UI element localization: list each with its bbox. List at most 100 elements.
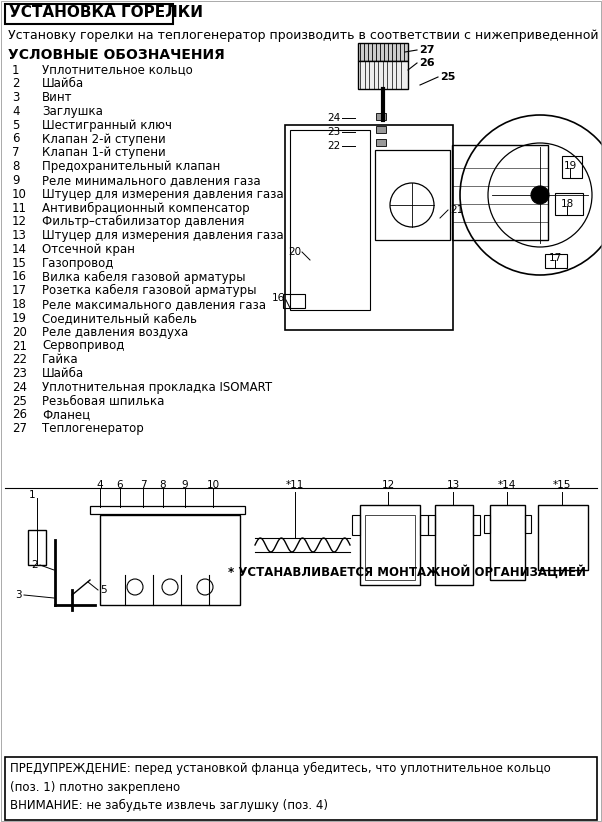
Circle shape — [531, 186, 549, 204]
Bar — [428, 515, 435, 535]
Text: 6: 6 — [117, 480, 123, 490]
Text: Отсечной кран: Отсечной кран — [42, 242, 135, 256]
Text: 23: 23 — [327, 127, 340, 137]
Text: Предохранительный клапан: Предохранительный клапан — [42, 160, 220, 173]
Text: Штуцер для измерения давления газа: Штуцер для измерения давления газа — [42, 229, 284, 242]
Text: 19: 19 — [12, 312, 27, 325]
Bar — [358, 43, 408, 61]
Bar — [376, 126, 386, 133]
Text: 8: 8 — [12, 160, 19, 173]
Text: 18: 18 — [560, 199, 574, 209]
Bar — [525, 515, 531, 533]
Text: 18: 18 — [12, 298, 27, 311]
Text: 25: 25 — [12, 395, 27, 408]
Text: 7: 7 — [140, 480, 146, 490]
Bar — [420, 515, 428, 535]
Text: Заглушка: Заглушка — [42, 105, 103, 118]
Text: 1: 1 — [29, 490, 36, 500]
Text: 4: 4 — [12, 105, 19, 118]
Text: 12: 12 — [12, 215, 27, 229]
Text: 2: 2 — [31, 560, 38, 570]
Text: 6: 6 — [12, 132, 19, 145]
Text: Реле давления воздуха: Реле давления воздуха — [42, 326, 188, 339]
Text: *11: *11 — [286, 480, 304, 490]
Text: Газопровод: Газопровод — [42, 256, 114, 270]
Text: Уплотнительная прокладка ISOMART: Уплотнительная прокладка ISOMART — [42, 381, 272, 394]
Text: 27: 27 — [419, 45, 435, 55]
Text: 14: 14 — [12, 242, 27, 256]
Text: 10: 10 — [12, 187, 27, 201]
Text: УСЛОВНЫЕ ОБОЗНАЧЕНИЯ: УСЛОВНЫЕ ОБОЗНАЧЕНИЯ — [8, 48, 225, 62]
Text: Антивибрационный компенсатор: Антивибрационный компенсатор — [42, 201, 250, 215]
Bar — [545, 254, 567, 268]
Text: 20: 20 — [288, 247, 301, 257]
Text: 22: 22 — [12, 353, 27, 367]
Bar — [376, 113, 386, 120]
Text: 5: 5 — [12, 118, 19, 132]
Text: 13: 13 — [446, 480, 459, 490]
Text: 23: 23 — [12, 367, 27, 380]
Text: Вилка кабеля газовой арматуры: Вилка кабеля газовой арматуры — [42, 270, 246, 284]
Text: 16: 16 — [12, 270, 27, 284]
Text: Резьбовая шпилька: Резьбовая шпилька — [42, 395, 164, 408]
Bar — [5, 757, 597, 820]
Text: 17: 17 — [12, 284, 27, 298]
Text: 21: 21 — [12, 339, 27, 353]
Text: ПРЕДУПРЕЖДЕНИЕ: перед установкой фланца убедитесь, что уплотнительное кольцо
(по: ПРЕДУПРЕЖДЕНИЕ: перед установкой фланца … — [10, 762, 551, 812]
Text: 9: 9 — [182, 480, 188, 490]
Text: 7: 7 — [12, 146, 19, 159]
Text: 5: 5 — [100, 585, 107, 595]
Bar — [28, 530, 46, 565]
Text: 11: 11 — [12, 201, 27, 215]
Text: 16: 16 — [272, 293, 285, 303]
Bar — [90, 506, 245, 514]
Text: 3: 3 — [12, 91, 19, 104]
Text: 20: 20 — [12, 326, 27, 339]
Text: 13: 13 — [12, 229, 27, 242]
Text: Уплотнительное кольцо: Уплотнительное кольцо — [42, 63, 193, 76]
Bar — [352, 515, 360, 535]
Text: 17: 17 — [548, 253, 562, 263]
Text: 3: 3 — [16, 590, 22, 600]
Bar — [555, 193, 583, 215]
Text: 25: 25 — [440, 72, 455, 82]
Text: Шестигранный ключ: Шестигранный ключ — [42, 118, 172, 132]
Bar — [285, 125, 453, 330]
Text: Реле минимального давления газа: Реле минимального давления газа — [42, 174, 261, 187]
Text: Клапан 1-й ступени: Клапан 1-й ступени — [42, 146, 166, 159]
Bar — [538, 505, 588, 570]
Text: Розетка кабеля газовой арматуры: Розетка кабеля газовой арматуры — [42, 284, 256, 298]
Text: Шайба: Шайба — [42, 77, 84, 90]
Text: 15: 15 — [12, 256, 27, 270]
Text: Сервопривод: Сервопривод — [42, 339, 125, 353]
Text: 8: 8 — [160, 480, 166, 490]
Text: * УСТАНАВЛИВАЕТСЯ МОНТАЖНОЙ ОРГАНИЗАЦИЕЙ: * УСТАНАВЛИВАЕТСЯ МОНТАЖНОЙ ОРГАНИЗАЦИЕЙ — [228, 566, 586, 579]
Text: 2: 2 — [12, 77, 19, 90]
Bar — [283, 294, 305, 308]
Text: Фланец: Фланец — [42, 409, 90, 422]
Text: 21: 21 — [450, 205, 464, 215]
Bar — [100, 515, 240, 605]
Text: Соединительный кабель: Соединительный кабель — [42, 312, 197, 325]
Text: 1: 1 — [12, 63, 19, 76]
Text: 26: 26 — [419, 58, 435, 68]
Text: Клапан 2-й ступени: Клапан 2-й ступени — [42, 132, 166, 145]
Text: Установку горелки на теплогенератор производить в соответствии с нижеприведенной: Установку горелки на теплогенератор прои… — [8, 30, 602, 43]
Text: 24: 24 — [327, 113, 340, 123]
Text: *14: *14 — [498, 480, 516, 490]
Text: 12: 12 — [382, 480, 395, 490]
Text: 10: 10 — [206, 480, 220, 490]
Bar — [473, 515, 480, 535]
Text: 4: 4 — [97, 480, 104, 490]
Bar — [360, 505, 420, 585]
Text: Гайка: Гайка — [42, 353, 79, 367]
Text: 22: 22 — [327, 141, 340, 151]
Bar — [365, 515, 415, 580]
Text: 26: 26 — [12, 409, 27, 422]
Bar — [484, 515, 490, 533]
Bar — [375, 150, 450, 240]
Bar — [376, 139, 386, 146]
Bar — [435, 505, 473, 585]
Bar — [490, 505, 525, 580]
Text: Фильтр–стабилизатор давления: Фильтр–стабилизатор давления — [42, 215, 244, 229]
